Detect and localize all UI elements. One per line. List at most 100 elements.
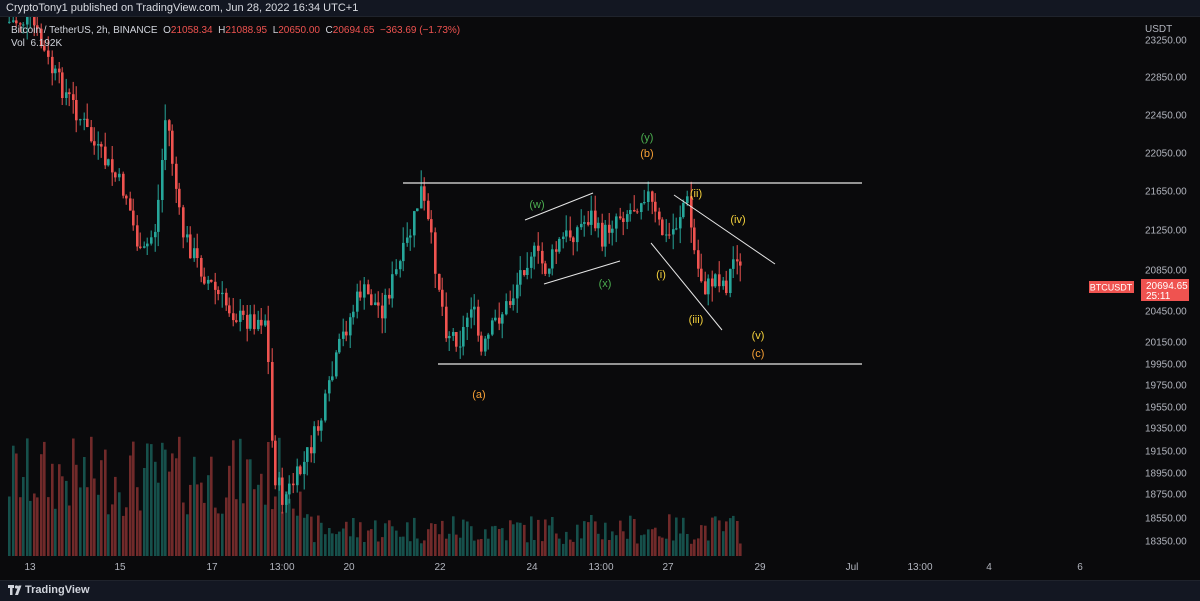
volume-bar [707,540,710,556]
candle-body [285,494,288,505]
volume-bar [626,538,629,556]
volume-bar [438,534,441,556]
candle-body [26,13,29,25]
volume-bar [679,533,682,556]
tradingview-logo-icon [8,585,22,595]
volume-bar [541,541,544,556]
candle-body [217,289,220,295]
candle-body [352,311,355,318]
candle-body [171,130,174,164]
volume-bar [399,536,402,556]
volume-bar [367,530,370,556]
candle-body [214,281,217,290]
volume-bar [83,457,86,556]
candle-body [43,45,46,51]
volume-bar [526,542,529,556]
candle-body [718,274,721,287]
volume-bar [86,487,89,556]
volume-bar [714,516,717,556]
candle-body [65,92,68,98]
candle-body [590,210,593,225]
volume-bar [484,529,487,556]
price-tick-label: 21250.00 [1145,226,1187,237]
high-label: H [218,25,226,36]
candle-body [114,172,117,178]
wedge-lower-line[interactable] [650,242,723,331]
candle-body [232,313,235,321]
candle-body [516,284,519,299]
volume-bars [8,436,742,556]
volume-bar [611,531,614,556]
price-tick-label: 19150.00 [1145,447,1187,458]
high-value: 21088.95 [225,25,268,36]
candle-body [498,317,501,324]
volume-bar [335,534,338,556]
candle-body [22,24,25,26]
volume-bar [260,473,263,556]
candle-body [342,331,345,339]
candle-body [395,269,398,275]
candle-body [675,228,678,230]
volume-bar [168,471,171,556]
volume-bar [477,539,480,556]
volume-bar [569,539,572,556]
price-tick-label: 18550.00 [1145,514,1187,525]
volume-bar [487,538,490,556]
price-tick-label: 18750.00 [1145,490,1187,501]
symbol-legend: Bitcoin / TetherUS, 2h, BINANCE O21058.3… [11,25,460,36]
candle-body [388,294,391,299]
candle-body [186,234,189,238]
volume-bar [299,491,302,556]
candle-body [704,281,707,295]
volume-bar [654,527,657,556]
candle-body [320,420,323,431]
volume-bar [178,436,181,556]
candle-body [445,306,448,339]
channel-lower-line[interactable] [543,260,621,285]
candle-body [491,320,494,335]
close-value: 20694.65 [332,25,375,36]
candle-body [448,336,451,339]
volume-bar [480,539,483,556]
candle-body [36,25,39,29]
candle-body [658,211,661,220]
publish-header: CryptoTony1 published on TradingView.com… [0,0,1200,17]
candle-body [118,173,121,178]
candle-body [210,279,213,282]
candle-body [530,256,533,268]
candle-body [168,120,171,131]
candle-body [611,228,614,233]
candle-body [537,245,540,251]
volume-bar [136,487,139,556]
volume-legend: Vol 6.192K [11,38,62,49]
time-tick-label: 29 [754,562,766,573]
time-tick-label: 24 [526,562,538,573]
volume-bar [516,522,519,556]
publish-text: CryptoTony1 published on TradingView.com… [6,2,359,14]
candle-body [86,118,89,127]
volume-bar [448,533,451,556]
candle-body [161,160,164,200]
candle-body [189,234,192,259]
candle-body [739,261,742,266]
candle-body [576,227,579,243]
candle-body [473,306,476,310]
price-axis-currency: USDT [1145,24,1172,35]
volume-bar [512,524,515,556]
channel-upper-line[interactable] [524,192,594,221]
candle-body [288,483,291,495]
volume-bar [505,540,508,556]
candle-body [548,268,551,274]
candle-body [707,278,710,295]
candle-body [406,237,409,243]
volume-bar [409,541,412,556]
candle-body [246,314,249,329]
wave-label-ii: (ii) [690,188,702,200]
volume-bar [207,475,210,556]
wedge-upper-line[interactable] [673,194,776,265]
candle-body [75,100,78,121]
volume-bar [686,534,689,556]
volume-bar [210,456,213,556]
volume-bar [100,460,103,556]
